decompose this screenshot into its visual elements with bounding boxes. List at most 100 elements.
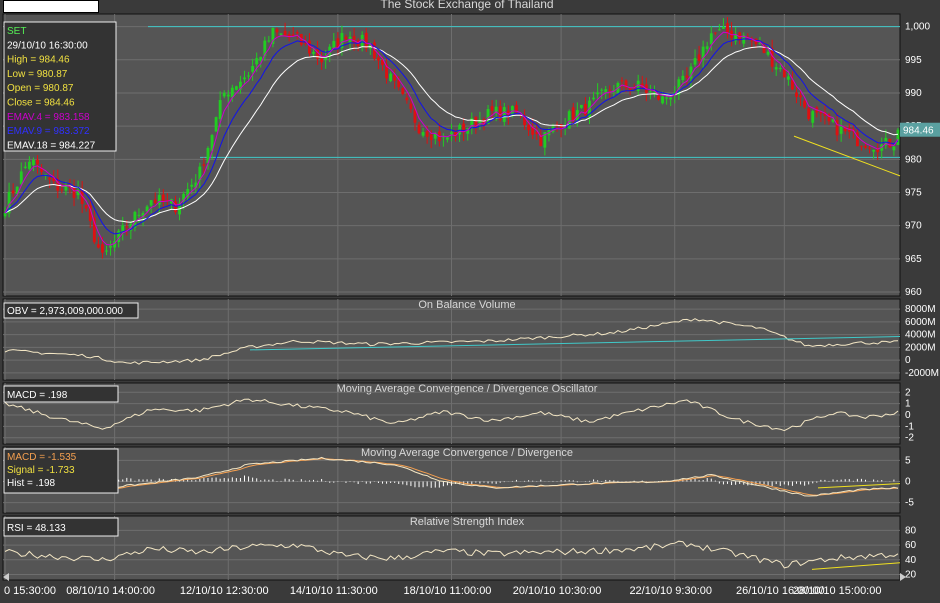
candle-body [811,111,815,123]
candle-body [823,112,827,116]
rsi-line [4,540,899,569]
candle-body [661,96,664,104]
candle-body [543,132,547,148]
rsi-trend-line [811,562,901,570]
candle-body [782,68,786,78]
candle-body [48,177,52,180]
candle-body [462,123,466,133]
candle-body [778,68,782,70]
candle-body [876,149,880,153]
candle-body [709,33,713,45]
price-tick-label: 980 [905,154,922,165]
macd-trend-line [817,483,901,489]
candle-body [774,67,778,70]
candle-body [360,34,364,47]
candle-body [819,111,823,114]
x-tick-label: 20/10/10 10:30:00 [513,585,602,597]
candle-body [413,109,417,123]
info-ema18: EMAV.18 = 984.227 [7,140,96,151]
candle-body [705,46,709,50]
candle-body [839,126,843,134]
axis-tick-label: 8000M [905,304,936,315]
candle-body [612,90,616,92]
candle-body [340,33,344,49]
candle-body [125,226,129,228]
candle-body [835,120,839,136]
candle-body [263,40,267,56]
candle-body [502,107,506,122]
macd-info-signal: Signal = -1.733 [7,465,75,476]
candle-body [56,178,60,191]
candle-body [295,32,299,34]
candle-body [352,35,356,43]
candle-body [316,48,319,59]
candle-body [283,30,287,37]
candle-body [693,58,697,65]
price-tick-label: 995 [905,55,922,66]
candle-body [657,95,660,100]
candle-body [717,29,721,31]
candle-body [567,111,571,129]
candle-body [308,40,311,54]
candle-body [202,164,206,166]
candle-body [206,148,210,163]
candle-body [222,92,226,97]
candle-body [482,119,486,125]
candle-body [259,57,263,61]
candle-body [271,27,275,44]
candle-body [531,127,535,135]
macd-osc-info-label: MACD = .198 [7,390,68,401]
candle-body [620,80,624,82]
candle-body [608,89,612,91]
candle-body [161,194,165,202]
obv-trend-line [249,336,901,351]
obv-line [4,318,899,365]
candle-body [490,106,494,111]
price-panel: 1,000995990985980975970965960984.46 [3,16,940,298]
candle-body [636,80,640,92]
candle-body [32,160,35,166]
candle-body [243,77,246,80]
candle-body [872,149,876,152]
x-tick-label: 22/10/10 9:30:00 [629,585,712,597]
candle-body [831,119,835,122]
candle-body [96,244,100,248]
candle-body [303,42,307,44]
ema18-line [4,46,899,223]
axis-tick-label: -2000M [905,368,939,379]
rsi-panel-title: Relative Strength Index [410,516,525,528]
candle-body [827,114,831,122]
candle-body [523,115,526,126]
candle-body [450,132,453,135]
candle-body [515,105,518,112]
candle-body [92,217,96,243]
info-ema9: EMAV.9 = 983.372 [7,126,90,137]
candle-body [474,116,478,128]
chart-title: The Stock Exchange of Thailand [380,0,553,11]
candle-body [592,97,595,100]
scroll-right-icon[interactable] [900,573,906,581]
candle-body [665,97,669,99]
candle-body [766,51,770,55]
candle-body [734,34,738,42]
rsi-info-label: RSI = 48.133 [7,523,66,534]
candle-body [11,190,15,194]
symbol-input-box[interactable] [3,0,99,13]
candle-body [52,177,56,182]
price-tag: 984.46 [903,126,934,137]
candle-body [855,132,859,147]
candle-body [750,40,754,42]
candle-body [864,145,867,148]
candle-body [795,92,798,97]
candle-body [628,87,632,91]
axis-tick-label: 2 [905,387,911,398]
info-high: High = 984.46 [7,55,70,66]
candle-body [312,51,315,54]
candle-body [210,135,214,151]
candle-body [133,211,137,228]
candle-body [685,75,689,78]
scroll-left-icon[interactable] [3,573,9,581]
candle-body [226,94,230,97]
axis-tick-label: 0 [905,410,911,421]
candle-body [101,244,104,253]
